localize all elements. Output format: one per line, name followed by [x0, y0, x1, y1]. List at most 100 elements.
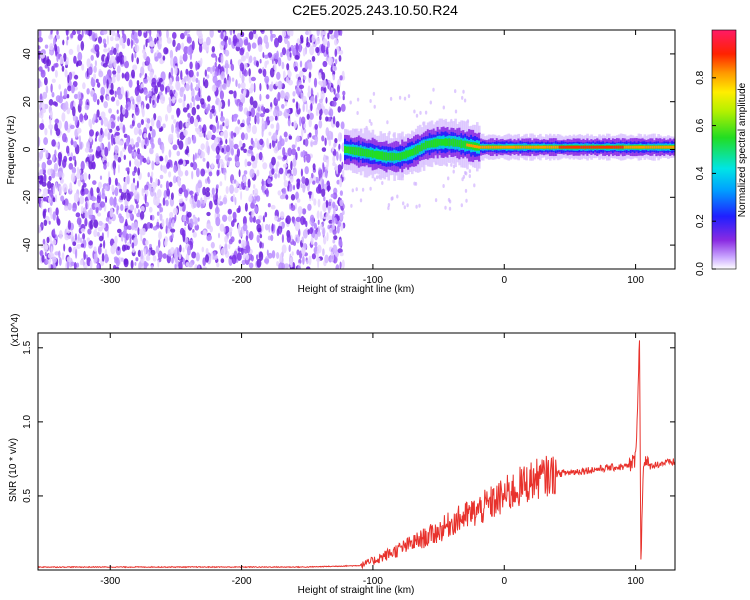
y-tick-label: 1.5: [22, 340, 33, 354]
spectrogram-noise-cell: [150, 171, 154, 178]
spectrogram-noise-cell: [292, 91, 296, 97]
spectrogram-noise-cell: [315, 37, 321, 45]
spectrogram-noise-cell: [136, 193, 140, 202]
spectrogram-noise-cell: [98, 136, 103, 143]
spectrogram-band-cell: [596, 145, 599, 149]
spectrogram-noise-cell: [256, 116, 260, 125]
spectrogram-noise-cell: [276, 161, 280, 167]
spectrogram-noise-cell: [339, 213, 343, 221]
spectrogram-noise-cell: [109, 49, 114, 56]
spectrogram-noise-cell: [322, 30, 327, 36]
spectrogram-noise-cell: [215, 55, 218, 63]
spectrogram-noise-cell: [149, 206, 153, 213]
spectrogram-noise-cell: [280, 211, 285, 219]
spectrogram-noise-cell: [220, 161, 225, 169]
spectrogram-noise-cell: [100, 127, 103, 136]
spectrogram-noise-cell: [272, 132, 278, 142]
spectrogram-noise-cell: [262, 68, 267, 78]
spectrogram-noise-cell: [114, 90, 117, 98]
spectrogram-noise-cell: [210, 134, 216, 140]
spectrogram-band-cell: [651, 145, 654, 149]
spectrogram-noise-cell: [109, 36, 114, 42]
spectrogram-noise-cell: [331, 213, 335, 223]
spectrogram-noise-cell: [195, 60, 198, 71]
spectrogram-noise-cell: [287, 169, 292, 175]
spectrogram-band-cell: [430, 140, 434, 148]
spectrogram-noise-cell: [314, 241, 318, 247]
spectrogram-noise-cell: [257, 36, 263, 47]
spectrogram-noise-cell: [292, 47, 297, 56]
spectrogram-noise-cell: [309, 112, 314, 120]
spectrogram-noise-cell: [256, 258, 262, 268]
spectrogram-noise-cell: [64, 69, 68, 78]
spectrogram-noise-cell: [261, 223, 264, 232]
spectrogram-noise-cell: [200, 168, 206, 177]
spectrogram-noise-cell: [321, 135, 325, 142]
spectrogram-band-cell: [574, 145, 578, 149]
spectrogram-band-cell: [511, 145, 515, 149]
spectrogram-noise-cell: [278, 228, 282, 235]
spectrogram-noise-cell: [246, 123, 252, 133]
spectrogram-noise-cell: [310, 87, 313, 98]
spectrogram-band-cell: [527, 145, 530, 149]
spectrogram-noise-cell: [289, 203, 292, 210]
spectrogram-noise-cell: [316, 231, 321, 237]
spectrogram-noise-cell: [326, 185, 331, 191]
spectrogram-noise-cell: [169, 49, 174, 60]
spectrogram-noise-cell: [49, 110, 53, 119]
spectrogram-noise-cell: [126, 192, 131, 202]
spectrogram-noise-cell: [195, 77, 199, 83]
spectrogram-noise-cell: [96, 99, 100, 106]
spectrogram-noise-cell: [69, 182, 73, 192]
spectrogram-noise-cell: [300, 92, 304, 100]
spectrogram-noise-cell: [67, 220, 71, 230]
spectrogram-noise-cell: [76, 244, 82, 249]
spectrogram-noise-cell: [156, 189, 162, 198]
spectrogram-noise-cell: [321, 147, 327, 153]
spectrogram-band-cell: [517, 145, 520, 149]
spectrogram-noise-cell: [184, 170, 189, 177]
spectrogram-band-cell: [659, 145, 662, 149]
spectrogram-noise-cell: [259, 241, 263, 249]
spectrogram-noise-cell: [247, 42, 252, 52]
spectrogram-noise-cell: [261, 178, 264, 187]
spectrogram-noise-cell: [133, 166, 137, 174]
spectrogram-noise-cell: [62, 183, 68, 193]
spectrogram-noise-cell: [60, 195, 65, 202]
spectrogram-noise-cell: [149, 147, 154, 155]
spectrogram-band-cell: [661, 145, 664, 149]
spectrogram-noise-cell: [143, 78, 149, 84]
spectrogram-noise-cell: [219, 124, 223, 131]
spectrogram-noise-cell: [269, 115, 274, 122]
spectrogram-noise-cell: [171, 257, 174, 264]
spectrogram-noise-cell: [174, 264, 177, 269]
spectrogram-noise-cell: [75, 212, 81, 218]
spectrogram-noise-cell: [59, 154, 62, 163]
spectrogram-noise-cell: [322, 60, 328, 68]
spectrogram-noise-cell: [310, 141, 313, 147]
spectrogram-band-cell: [621, 145, 625, 149]
spectrogram-noise-cell: [270, 123, 275, 129]
spectrogram-noise-cell: [327, 32, 330, 40]
spectrogram-noise-cell: [215, 184, 219, 189]
spectrogram-noise-cell: [323, 154, 326, 162]
spectrogram-noise-cell: [295, 216, 301, 223]
spectrogram-noise-cell: [239, 47, 245, 56]
spectrogram-noise-cell: [331, 146, 335, 152]
spectrogram-noise-cell: [340, 121, 345, 130]
spectrogram-noise-cell: [264, 223, 269, 231]
spectrogram-noise-cell: [198, 87, 201, 98]
spectrogram-noise-cell: [134, 52, 137, 59]
spectrogram-noise-cell: [327, 206, 331, 214]
spectrogram-noise-cell: [179, 55, 183, 65]
spectrogram-noise-cell: [120, 234, 124, 242]
spectrogram-noise-cell: [80, 243, 85, 248]
spectrogram-noise-cell: [335, 264, 340, 269]
spectrogram-band-cell: [637, 145, 641, 149]
spectrogram-band-cell: [598, 145, 601, 149]
spectrogram-noise-cell: [238, 169, 241, 178]
spectrogram-noise-cell: [183, 31, 188, 36]
spectrogram-noise-cell: [143, 262, 149, 267]
spectrogram-noise-cell: [170, 228, 176, 233]
